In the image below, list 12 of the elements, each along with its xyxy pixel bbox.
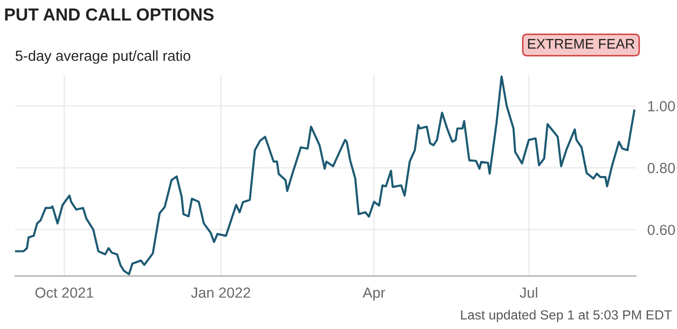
y-tick-label: 0.60 xyxy=(648,224,675,236)
chart-title: PUT AND CALL OPTIONS xyxy=(5,8,214,21)
x-tick-label: Oct 2021 xyxy=(35,287,94,298)
x-tick-label: Jul xyxy=(520,287,538,298)
text: Last updated Sep 1 at 5:03 PM EDT xyxy=(461,310,672,322)
x-tick-label: Apr xyxy=(362,288,386,301)
y-tick-label: 1.00 xyxy=(648,101,675,112)
x-tick-label: Jan 2022 xyxy=(191,287,250,298)
y-tick-label: 0.80 xyxy=(648,162,675,174)
text: EXTREME FEAR xyxy=(528,39,634,49)
chart-subtitle: 5-day average put/call ratio xyxy=(16,50,190,64)
line-series xyxy=(15,76,636,276)
